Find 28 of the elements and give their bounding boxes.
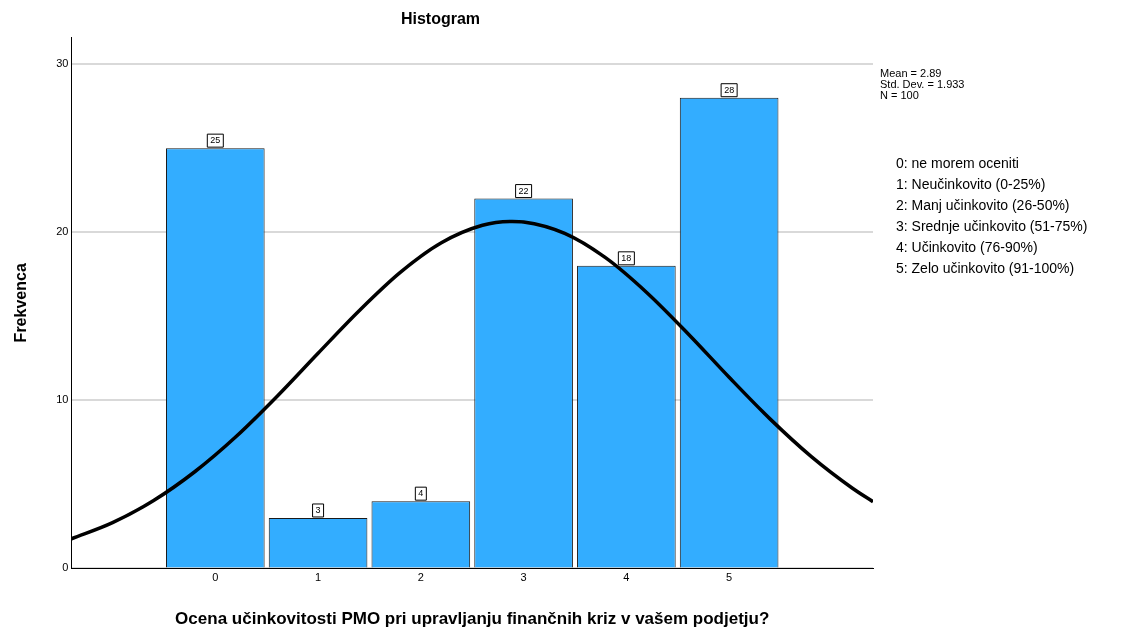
data-label: 22 [518, 185, 529, 196]
chart-title: Histogram [400, 10, 481, 28]
text: 2: Manj učinkovito (26-50%) [896, 196, 1071, 215]
text: 1: Neučinkovito (0-25%) [896, 175, 1047, 194]
x-tick-label: 4 [623, 571, 630, 584]
text: 5: Zelo učinkovito (91-100%) [896, 259, 1076, 278]
x-tick-label: 2 [417, 571, 424, 584]
text: 3: Srednje učinkovito (51-75%) [896, 217, 1088, 236]
text: 4: Učinkovito (76-90%) [896, 238, 1039, 257]
x-tick-label: 5 [726, 571, 733, 584]
y-tick-label: 10 [56, 393, 69, 406]
text: Std. Dev. = 1.933 [880, 78, 966, 90]
text: 0: ne morem oceniti [896, 154, 1020, 173]
text: Mean = 2.89 [880, 67, 943, 79]
data-label: 4 [418, 488, 424, 499]
data-label: 18 [621, 252, 632, 263]
data-label: 28 [724, 84, 735, 95]
data-label: 3 [315, 504, 321, 515]
x-tick-label: 0 [212, 571, 219, 584]
text: N = 100 [880, 89, 920, 101]
y-tick-label: 0 [62, 561, 69, 574]
x-axis-title: Ocena učinkovitosti PMO pri upravljanju finančnih kriz v vašem podjetju? [175, 609, 770, 629]
y-axis-title: Frekvenca [12, 263, 30, 343]
data-label: 25 [210, 135, 221, 146]
y-tick-label: 20 [56, 225, 69, 238]
y-tick-label: 30 [56, 57, 69, 70]
x-tick-label: 3 [520, 571, 527, 584]
x-tick-label: 1 [315, 571, 322, 584]
